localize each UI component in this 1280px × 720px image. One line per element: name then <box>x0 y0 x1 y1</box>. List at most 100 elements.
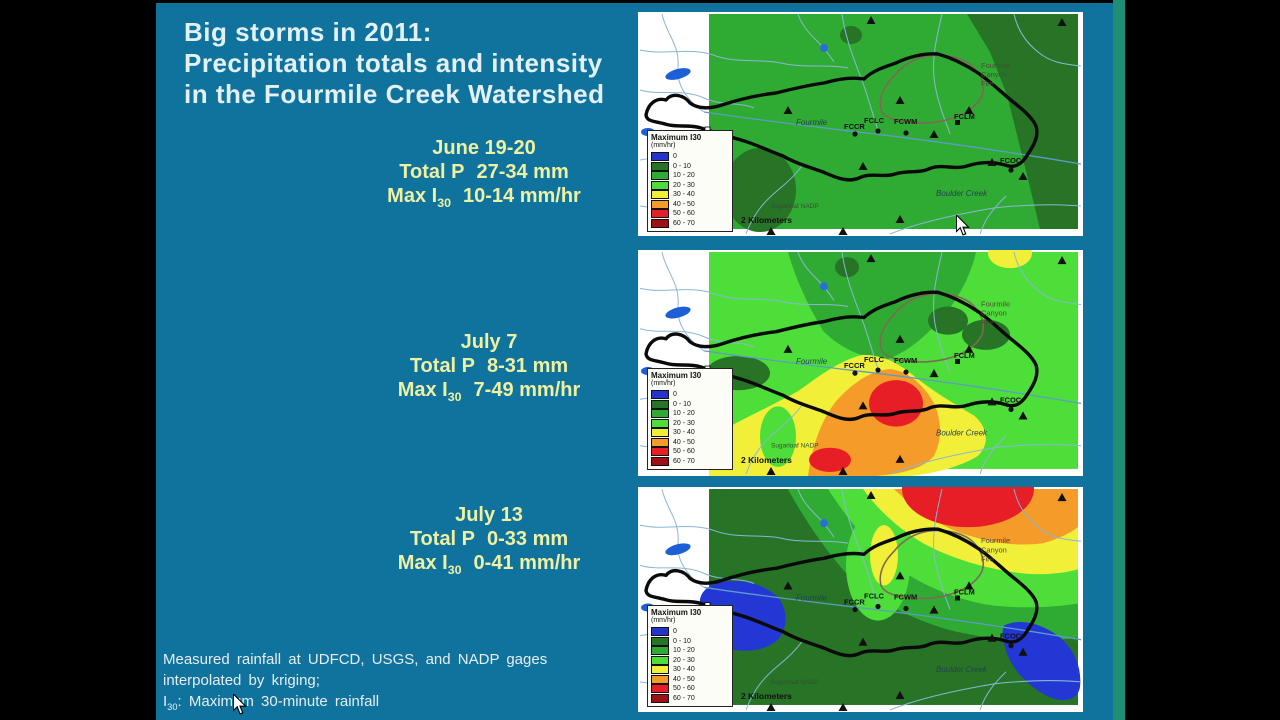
legend-label: 30 - 40 <box>673 191 695 199</box>
storm-block-july13: July 13 Total P 0-33 mm Max I30 0-41 mm/hr <box>289 503 689 582</box>
legend-label: 0 - 10 <box>673 637 691 645</box>
legend: Maximum I30 (mm/hr) 0 0 - 10 10 - 20 20 … <box>647 605 733 707</box>
legend-swatch <box>651 655 669 665</box>
creek-label: Fourmile <box>796 357 828 366</box>
legend-label: 20 - 30 <box>673 656 695 664</box>
watershed-boundary <box>644 52 1039 182</box>
fire-label-3: Fire <box>981 554 994 563</box>
legend-row: 60 - 70 <box>651 456 729 467</box>
scale-label: 2 Kilometers <box>741 691 792 701</box>
storm-date: July 7 <box>460 331 518 353</box>
legend-swatch <box>651 418 669 428</box>
legend-swatch <box>651 180 669 190</box>
station-label-fccr: FCCR <box>844 122 865 131</box>
fire-perimeter <box>879 529 985 600</box>
legend-row: 50 - 60 <box>651 209 729 219</box>
legend-label: 60 - 70 <box>673 694 695 702</box>
station-label-fcwm: FCWM <box>894 356 917 365</box>
title-line-2: Precipitation totals and intensity <box>184 48 603 78</box>
legend-swatch <box>651 674 669 684</box>
nadp-label: Sugarloaf NADP <box>771 679 819 686</box>
legend-row: 30 - 40 <box>651 190 729 200</box>
fire-label-3: Fire <box>981 318 994 327</box>
nadp-label: Sugarloaf NADP <box>771 443 819 450</box>
station-label-fcoc: FCOC <box>1000 395 1022 404</box>
storm-max: Max I30 7-49 mm/hr <box>397 379 581 404</box>
legend-row: 40 - 50 <box>651 437 729 448</box>
legend-label: 10 - 20 <box>673 647 695 655</box>
title-line-3: in the Fourmile Creek Watershed <box>184 79 605 109</box>
map-text-labels: FCCR FCLC FCWM FCLM FCOC Fourmile Boulde… <box>711 536 1022 701</box>
legend-row: 10 - 20 <box>651 171 729 181</box>
creek-label: Fourmile <box>796 118 828 127</box>
legend-row: 0 - 10 <box>651 636 729 647</box>
station-label-fclm: FCLM <box>954 587 975 596</box>
station-markers <box>852 358 1014 413</box>
legend-swatch <box>651 218 669 228</box>
legend-swatch <box>651 636 669 646</box>
legend-label: 10 - 20 <box>673 410 695 418</box>
footnote: Measured rainfall at UDFCD, USGS, and NA… <box>163 649 547 718</box>
gage-triangles <box>766 254 1067 475</box>
legend-swatch <box>651 456 669 466</box>
legend-row: 50 - 60 <box>651 684 729 694</box>
legend-label: 0 - 10 <box>673 400 691 408</box>
legend-label: 20 - 30 <box>673 181 695 189</box>
legend-row: 20 - 30 <box>651 180 729 191</box>
stream-lines <box>639 488 1082 711</box>
legend-row: 20 - 30 <box>651 418 729 429</box>
map-graphic: FCCR FCLC FCWM FCLM FCOC Fourmile Boulde… <box>638 12 1083 236</box>
watershed-boundary <box>644 527 1039 658</box>
legend-label: 40 - 50 <box>673 200 695 208</box>
precip-map-july13: FCCR FCLC FCWM FCLM FCOC Fourmile Boulde… <box>638 487 1083 712</box>
legend-label: 0 <box>673 153 677 161</box>
fire-label-3: Fire <box>981 79 994 88</box>
legend-label: 0 <box>673 391 677 399</box>
station-label-fcwm: FCWM <box>894 592 917 601</box>
station-label-fcwm: FCWM <box>894 117 917 126</box>
legend-swatch <box>651 693 669 703</box>
legend-swatch <box>651 684 669 694</box>
storm-date: June 19-20 <box>432 137 536 159</box>
boulder-creek-label: Boulder Creek <box>936 429 988 438</box>
legend-swatch <box>651 152 669 162</box>
station-label-fclc: FCLC <box>864 591 885 600</box>
legend-title: Maximum I30 <box>651 133 702 142</box>
map-graphic: FCCR FCLC FCWM FCLM FCOC Fourmile Boulde… <box>638 487 1083 712</box>
letterbox-left <box>0 0 156 720</box>
fire-label-1: Fourmile <box>981 61 1010 70</box>
letterbox-right <box>1125 0 1280 720</box>
legend-swatch <box>651 199 669 209</box>
fire-label-1: Fourmile <box>981 299 1010 308</box>
legend-label: 60 - 70 <box>673 457 695 465</box>
legend-label: 50 - 60 <box>673 210 695 218</box>
storm-total: Total P 27-34 mm <box>399 161 569 183</box>
legend-swatch <box>651 190 669 200</box>
fire-perimeter <box>879 292 985 363</box>
legend-swatch <box>651 409 669 419</box>
scale-label: 2 Kilometers <box>741 455 792 465</box>
mouse-cursor-icon <box>233 694 247 715</box>
stream-lines <box>639 13 1082 235</box>
gage-triangles <box>766 16 1067 235</box>
legend-row: 0 - 10 <box>651 161 729 172</box>
station-label-fccr: FCCR <box>844 598 865 607</box>
footnote-line-1: Measured rainfall at UDFCD, USGS, and NA… <box>163 651 548 668</box>
fire-label-1: Fourmile <box>981 536 1010 545</box>
station-label-fclm: FCLM <box>954 112 975 121</box>
title-line-1: Big storms in 2011: <box>184 17 432 47</box>
watershed-boundary <box>644 290 1039 422</box>
legend-row: 10 - 20 <box>651 409 729 419</box>
fire-label-2: Canyon <box>981 545 1007 554</box>
boulder-creek-label: Boulder Creek <box>936 189 988 198</box>
legend-units: (mm/hr) <box>651 380 676 387</box>
legend-row: 0 - 10 <box>651 399 729 410</box>
legend-row: 40 - 50 <box>651 199 729 210</box>
legend-row: 30 - 40 <box>651 428 729 438</box>
legend-label: 50 - 60 <box>673 448 695 456</box>
stream-lines <box>639 251 1082 475</box>
legend-swatch <box>651 665 669 675</box>
legend: Maximum I30 (mm/hr) 0 0 - 10 10 - 20 20 … <box>647 368 733 470</box>
footnote-line-2: interpolated by kriging; <box>163 672 320 689</box>
